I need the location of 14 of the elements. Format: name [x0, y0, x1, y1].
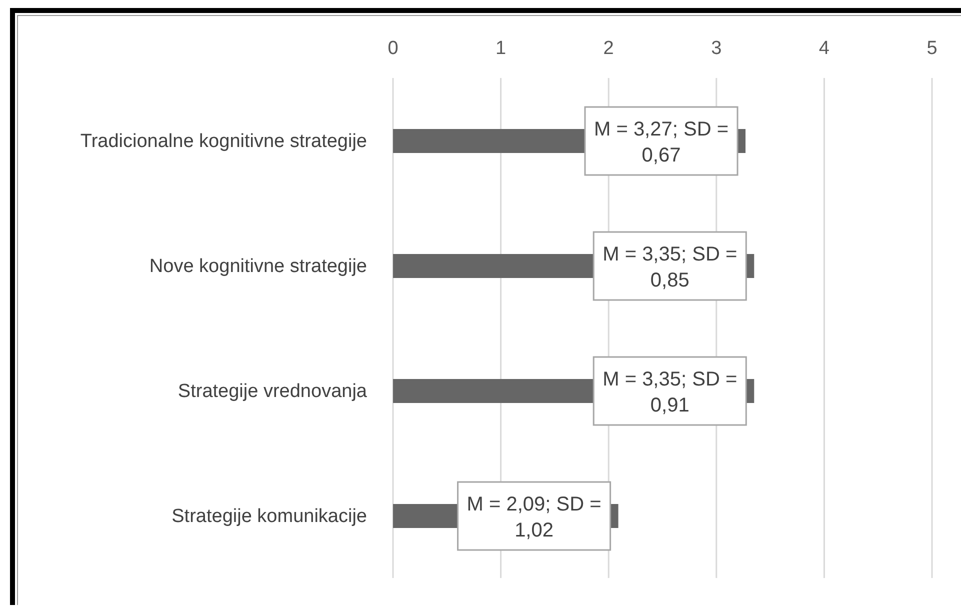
x-tick-label: 5 [926, 38, 938, 59]
y-tick-label: Strategije vrednovanja [178, 381, 368, 402]
x-tick-label: 0 [388, 38, 398, 59]
data-label: M = 3,35; SD = 0,85 [602, 243, 738, 292]
data-label: M = 2,09; SD = 1,02 [466, 493, 602, 542]
y-tick-label: Strategije komunikacije [172, 506, 367, 528]
x-tick-label: 1 [496, 38, 506, 59]
y-tick-label: Tradicionalne kognitivne strategije [80, 131, 367, 152]
data-label: M = 3,35; SD = 0,91 [602, 368, 738, 416]
data-label: M = 3,27; SD = 0,67 [594, 118, 729, 166]
x-tick-label: 4 [818, 38, 830, 59]
x-tick-label: 3 [711, 38, 722, 59]
x-tick-label: 2 [603, 38, 614, 59]
y-tick-label: Nove kognitivne strategije [149, 256, 367, 278]
